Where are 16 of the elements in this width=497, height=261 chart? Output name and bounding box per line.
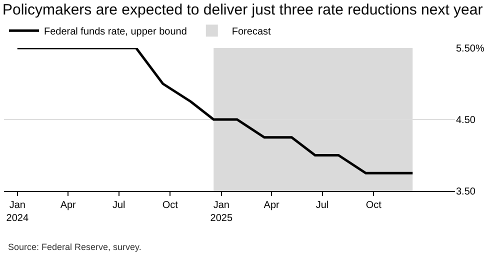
y-tick-label: 5.50% <box>456 44 484 54</box>
line-series <box>16 48 414 174</box>
y-tick-label: 3.50 <box>456 186 476 198</box>
x-tick-label: Apr <box>264 200 280 211</box>
legend-label: Forecast <box>232 26 272 38</box>
x-tick-label: Jan 2025 <box>210 200 233 224</box>
x-tick-label: Oct <box>162 200 178 211</box>
chart-title: Policymakers are expected to deliver just three rate reductions next year <box>2 1 483 18</box>
x-tick-label: Jul <box>112 200 126 211</box>
x-tick-label: Jan 2024 <box>6 200 29 224</box>
legend-label: Federal funds rate, upper bound <box>44 26 187 38</box>
y-tick-label: 4.50 <box>456 115 476 126</box>
x-tick-label: Apr <box>60 200 77 211</box>
x-tick-label: Jul <box>316 200 329 211</box>
source-note: Source: Federal Reserve, survey. <box>8 242 142 252</box>
x-tick-label: Oct <box>366 200 382 211</box>
